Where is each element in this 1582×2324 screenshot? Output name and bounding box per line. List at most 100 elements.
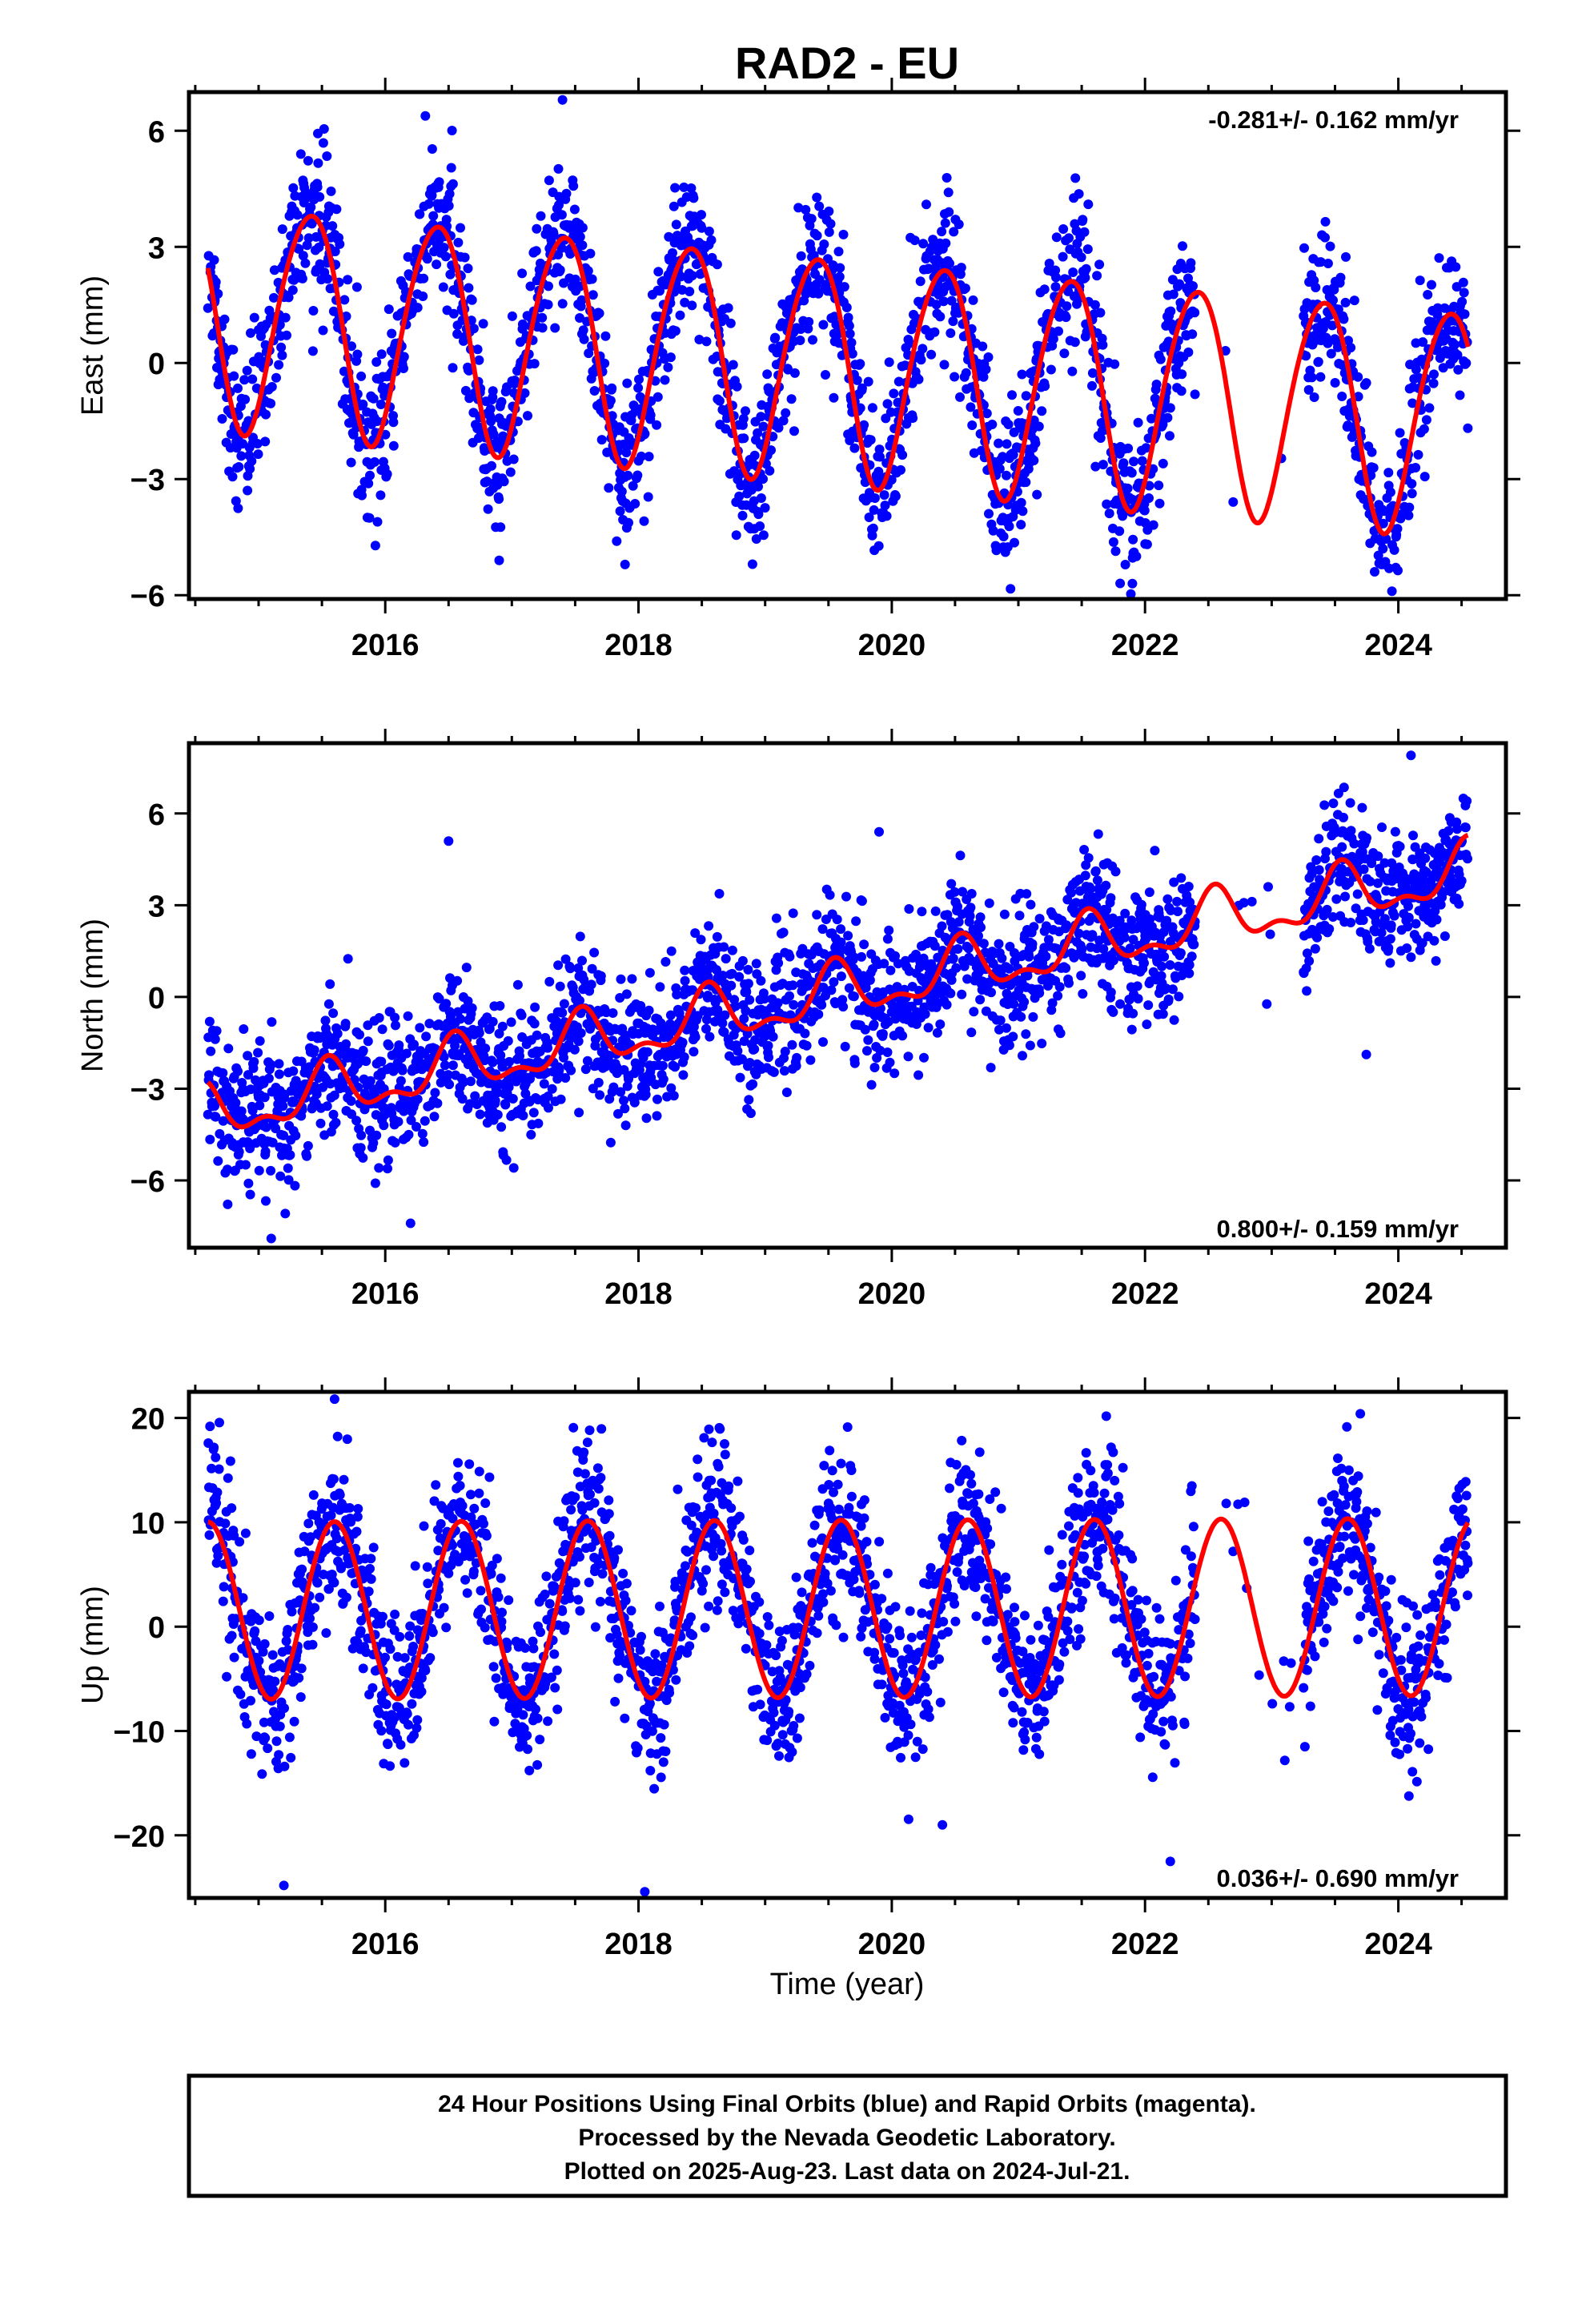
east-data-point	[679, 182, 689, 192]
up-data-point	[219, 1582, 229, 1592]
north-data-point	[488, 1016, 498, 1027]
east-data-point	[486, 416, 496, 427]
east-data-point	[253, 449, 263, 460]
north-data-point	[323, 999, 334, 1009]
east-data-point	[941, 238, 951, 248]
north-data-point	[969, 1007, 979, 1017]
east-data-point	[841, 303, 852, 312]
east-data-point	[1059, 348, 1070, 359]
east-data-point	[795, 336, 805, 345]
east-data-point	[463, 263, 473, 274]
east-data-point	[1367, 447, 1377, 457]
north-data-point	[965, 911, 975, 921]
north-data-point	[1087, 930, 1098, 940]
north-data-point	[1162, 894, 1173, 904]
north-data-point	[953, 944, 963, 954]
north-data-point	[261, 1196, 271, 1206]
east-data-point	[867, 403, 877, 413]
north-data-point	[234, 1147, 244, 1157]
north-data-point	[1136, 899, 1146, 910]
north-data-point	[913, 1070, 924, 1080]
east-data-point	[303, 233, 314, 243]
east-data-point	[725, 318, 736, 328]
up-data-point	[271, 1736, 282, 1747]
north-data-point	[1055, 1028, 1066, 1039]
east-data-point	[1037, 406, 1047, 416]
east-data-point	[1315, 257, 1326, 267]
east-data-point	[1074, 189, 1084, 199]
north-data-point	[1357, 802, 1367, 813]
east-data-point	[845, 436, 855, 445]
north-data-point	[543, 1092, 553, 1101]
east-data-point	[1076, 252, 1086, 263]
east-data-point	[1058, 251, 1068, 262]
east-data-point	[298, 251, 308, 261]
east-data-point	[1017, 369, 1027, 380]
east-data-point	[1078, 215, 1088, 225]
east-data-point	[864, 513, 874, 522]
east-data-point	[1460, 309, 1470, 320]
north-data-point	[860, 1024, 870, 1035]
east-data-point	[1061, 312, 1071, 323]
north-data-point	[1176, 873, 1186, 883]
north-data-point	[424, 1019, 435, 1029]
east-data-point	[867, 530, 877, 541]
north-data-point	[331, 1117, 341, 1128]
east-outlier-point	[747, 559, 757, 569]
north-x-ticks: 2016 2018 2020 2022 2024	[194, 729, 1464, 1311]
north-y-axis-title: North (mm)	[76, 919, 110, 1072]
north-data-point	[343, 954, 353, 964]
east-data-point	[233, 503, 243, 513]
east-data-point	[444, 189, 455, 199]
north-data-point	[530, 1002, 540, 1012]
north-data-point	[1092, 875, 1102, 886]
east-data-point	[686, 183, 697, 193]
north-data-point	[1025, 1040, 1035, 1051]
north-data-point	[690, 928, 701, 939]
north-data-point	[309, 1045, 319, 1055]
north-data-point	[263, 1073, 274, 1084]
north-data-point	[501, 1155, 512, 1165]
east-data-point	[228, 344, 239, 355]
up-data-point	[251, 1731, 262, 1742]
east-data-point	[665, 352, 676, 363]
north-data-point	[1177, 971, 1187, 980]
east-data-point	[677, 285, 688, 295]
east-data-point	[1165, 431, 1174, 441]
east-data-point	[915, 276, 926, 287]
up-data-point	[329, 1578, 339, 1588]
up-data-point	[229, 1530, 239, 1541]
north-data-point	[935, 1019, 946, 1029]
east-data-point	[602, 447, 612, 457]
east-data-point	[363, 478, 374, 489]
east-data-point	[510, 376, 520, 385]
east-data-point	[348, 429, 359, 440]
north-data-point	[749, 1044, 760, 1055]
east-data-point	[448, 308, 459, 319]
north-data-point	[554, 1065, 564, 1076]
north-data-point	[1119, 932, 1130, 943]
north-data-point	[1002, 1023, 1011, 1033]
east-data-point	[233, 383, 243, 393]
east-data-point	[765, 465, 775, 476]
east-y-axis-title: East (mm)	[76, 275, 110, 416]
north-data-point	[679, 1052, 689, 1062]
east-data-point	[946, 328, 956, 338]
east-data-point	[1082, 244, 1093, 255]
north-data-point	[403, 1011, 413, 1021]
east-data-point	[302, 240, 312, 251]
east-data-point	[1458, 277, 1468, 287]
north-data-point	[986, 1063, 996, 1073]
north-data-point	[397, 1065, 408, 1076]
north-data-point	[1352, 889, 1363, 899]
east-data-point	[577, 223, 588, 233]
east-data-point	[749, 450, 760, 460]
north-data-point	[812, 910, 822, 920]
east-data-point	[1428, 378, 1439, 388]
north-data-point	[260, 1147, 271, 1156]
north-data-point	[875, 1045, 885, 1055]
east-data-point	[532, 223, 542, 234]
up-data-point	[305, 1614, 315, 1623]
north-data-point	[999, 909, 1010, 919]
east-data-point	[1383, 468, 1394, 478]
